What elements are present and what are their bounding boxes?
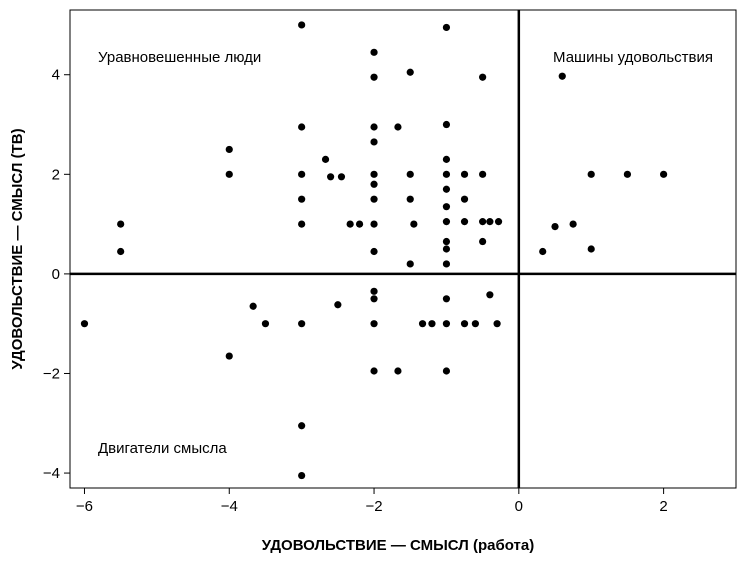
data-point <box>370 123 378 131</box>
data-points <box>80 21 668 480</box>
data-point <box>225 145 233 154</box>
x-tick-label: −6 <box>76 498 93 515</box>
data-point <box>370 367 378 375</box>
data-point <box>539 247 547 256</box>
data-point <box>370 138 378 146</box>
data-point <box>370 220 378 228</box>
data-point <box>261 320 270 328</box>
data-point <box>80 320 89 328</box>
quadrant-label-top-left: Уравновешенные люди <box>98 49 261 66</box>
data-point <box>370 320 378 328</box>
x-tick-label: 0 <box>515 498 523 515</box>
data-point <box>406 170 414 178</box>
y-tick-label: 0 <box>52 266 60 283</box>
data-point <box>442 185 451 193</box>
y-tick-label: −4 <box>43 465 60 482</box>
data-point <box>479 170 487 178</box>
data-point <box>298 195 306 203</box>
data-point <box>334 301 342 309</box>
data-point <box>394 123 402 131</box>
y-axis-title: УДОВОЛЬСТВИЕ — СМЫСЛ (ТВ) <box>9 128 26 369</box>
reference-lines <box>70 10 736 488</box>
quadrant-label-top-right: Машины удовольствия <box>553 49 713 66</box>
data-point <box>406 195 414 203</box>
data-point <box>486 291 494 299</box>
data-point <box>327 173 335 181</box>
data-point <box>486 218 494 226</box>
data-point <box>406 260 414 268</box>
data-point <box>587 245 595 253</box>
data-point <box>428 320 436 328</box>
data-point <box>460 218 469 226</box>
data-point <box>370 295 378 303</box>
data-point <box>442 203 451 211</box>
y-tick-label: 4 <box>52 67 60 84</box>
data-point <box>460 320 469 328</box>
data-point <box>460 195 469 203</box>
data-point <box>442 367 451 375</box>
data-point <box>418 320 427 328</box>
x-tick-label: −4 <box>221 498 238 515</box>
data-point <box>298 21 306 29</box>
data-point <box>370 195 378 203</box>
data-point <box>479 237 487 246</box>
data-point <box>460 170 469 178</box>
data-point <box>370 247 378 256</box>
plot-area-frame <box>69 9 737 489</box>
data-point <box>370 180 378 188</box>
data-point <box>551 222 559 231</box>
data-point <box>346 220 354 228</box>
data-point <box>442 295 451 303</box>
data-point <box>442 260 451 268</box>
data-point <box>406 68 414 76</box>
data-point <box>587 170 595 178</box>
data-point <box>569 220 577 228</box>
x-axis-title: УДОВОЛЬСТВИЕ — СМЫСЛ (работа) <box>262 537 534 554</box>
data-point <box>337 173 346 181</box>
data-point <box>225 170 233 178</box>
data-point <box>321 155 330 163</box>
y-tick-label: 2 <box>52 166 60 183</box>
data-point <box>442 120 451 129</box>
data-point <box>394 367 402 375</box>
y-tick-label: −2 <box>43 365 60 382</box>
data-point <box>442 170 451 178</box>
data-point <box>117 247 125 256</box>
data-point <box>298 471 306 480</box>
data-point <box>355 220 364 228</box>
axis-ticks: −6 −4 −2 0 2 −4 −2 0 2 4 <box>43 67 668 515</box>
data-point <box>298 123 306 131</box>
data-point <box>298 220 306 228</box>
data-point <box>225 352 233 360</box>
data-point <box>370 73 378 81</box>
data-point <box>493 320 501 328</box>
data-point <box>370 170 378 178</box>
data-point <box>558 72 566 80</box>
data-point <box>298 422 306 430</box>
data-point <box>370 287 378 295</box>
x-tick-label: 2 <box>659 498 667 515</box>
data-point <box>494 218 503 226</box>
data-point <box>442 245 451 253</box>
data-point <box>117 220 125 228</box>
data-point <box>298 320 306 328</box>
data-point <box>298 170 306 178</box>
x-tick-label: −2 <box>365 498 382 515</box>
data-point <box>479 73 487 81</box>
quadrant-label-bottom-left: Двигатели смысла <box>98 440 227 457</box>
data-point <box>471 320 479 328</box>
data-point <box>249 302 257 310</box>
data-point <box>442 218 451 226</box>
data-point <box>623 170 632 178</box>
data-point <box>410 220 418 228</box>
data-point <box>442 155 451 163</box>
data-point <box>442 23 451 32</box>
data-point <box>442 320 451 328</box>
data-point <box>479 218 487 226</box>
data-point <box>660 170 668 178</box>
data-point <box>370 48 378 56</box>
data-point <box>442 237 451 246</box>
